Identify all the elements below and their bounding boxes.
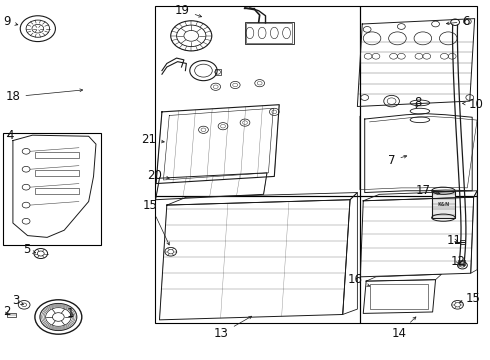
Text: 6: 6 [446, 15, 470, 28]
Text: 17: 17 [416, 184, 440, 197]
Bar [245, 22, 294, 44]
Text: 15: 15 [143, 199, 170, 245]
Text: 13: 13 [214, 316, 252, 340]
Bar [215, 69, 220, 75]
Text: 21: 21 [141, 133, 164, 146]
Bar [35, 188, 79, 194]
Bar [360, 196, 477, 323]
Text: 16: 16 [347, 273, 370, 286]
Bar [6, 313, 16, 317]
Text: 1: 1 [67, 307, 74, 320]
Bar [360, 6, 477, 196]
Text: 14: 14 [392, 317, 416, 340]
Bar [369, 284, 428, 309]
Text: 2: 2 [3, 306, 11, 319]
Text: 20: 20 [147, 169, 169, 182]
Bar [155, 6, 360, 196]
Text: 12: 12 [450, 255, 465, 268]
Text: 9: 9 [3, 15, 18, 28]
Text: 4: 4 [6, 129, 14, 142]
Text: 7: 7 [388, 154, 407, 167]
Text: 15: 15 [460, 292, 481, 305]
Bar [246, 23, 293, 42]
Text: 18: 18 [5, 89, 83, 103]
Text: K&N: K&N [437, 202, 449, 207]
Bar [432, 191, 455, 218]
Bar [460, 260, 465, 265]
Bar [155, 196, 360, 323]
Bar [3, 134, 101, 244]
Text: 5: 5 [23, 243, 36, 256]
Text: 11: 11 [446, 234, 461, 247]
Text: 8: 8 [415, 96, 422, 109]
Text: 3: 3 [12, 294, 24, 307]
Bar [35, 152, 79, 158]
Text: 10: 10 [463, 98, 484, 111]
Text: 19: 19 [175, 4, 201, 17]
Bar [460, 240, 465, 244]
Bar [35, 170, 79, 176]
